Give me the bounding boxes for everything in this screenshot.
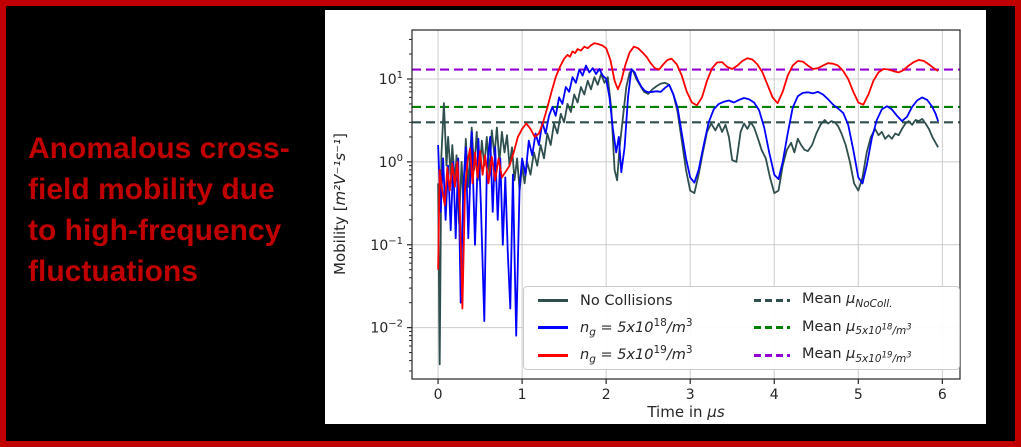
y-tick-exponent: −2: [388, 319, 403, 330]
legend-label: No Collisions: [580, 292, 673, 309]
y-tick-label: 10−2: [370, 319, 403, 337]
legend-line-no-collisions: [538, 299, 568, 303]
x-tick-label: 0: [434, 387, 443, 403]
x-tick-label: 4: [770, 387, 779, 403]
y-axis-label-text: Mobility [: [331, 205, 349, 275]
chart-legend: No Collisions ng = 5x1018/m3 ng = 5x1019…: [523, 286, 960, 370]
y-axis-label: Mobility [m²V⁻¹s⁻¹]: [331, 133, 349, 275]
legend-label: ng = 5x1019/m3: [580, 344, 693, 367]
y-tick-label: 10−1: [370, 236, 403, 254]
legend-column-series: No Collisions ng = 5x1018/m3 ng = 5x1019…: [524, 287, 740, 369]
y-tick-exponent: 1: [397, 70, 403, 81]
legend-dash-mean-5e19: [754, 353, 790, 357]
y-tick-base: 10: [379, 155, 397, 171]
legend-dash-mean-nocoll: [754, 299, 790, 303]
x-tick-label: 6: [938, 387, 947, 403]
y-tick-label: 101: [379, 70, 403, 88]
y-tick-exponent: −1: [388, 236, 403, 247]
annotation-line: to high-frequency: [28, 214, 282, 247]
x-tick-label: 1: [518, 387, 527, 403]
slide-annotation: Anomalous cross- field mobility due to h…: [28, 128, 324, 292]
legend-dash-mean-5e18: [754, 326, 790, 330]
annotation-line: fluctuations: [28, 255, 198, 288]
annotation-line: Anomalous cross-: [28, 132, 290, 165]
x-tick-label: 3: [686, 387, 695, 403]
legend-item-no-collisions: No Collisions: [524, 287, 740, 314]
series-path-n-g-5x10-18-m-3: [437, 64, 939, 337]
y-tick-exponent: 0: [397, 153, 403, 164]
legend-item-mean-nocoll: Mean μNoColl.: [740, 287, 959, 314]
legend-label: Mean μ5x1018/m3: [802, 318, 912, 338]
x-tick-label: 2: [602, 387, 611, 403]
y-tick-base: 10: [370, 321, 388, 337]
legend-line-ng-5e18: [538, 326, 568, 330]
legend-item-mean-5e18: Mean μ5x1018/m3: [740, 314, 959, 341]
axes-spines: [411, 29, 961, 380]
legend-label: Mean μNoColl.: [802, 291, 893, 311]
y-axis-label-math: m²V⁻¹s⁻¹: [331, 139, 349, 206]
legend-item-mean-5e19: Mean μ5x1019/m3: [740, 342, 959, 369]
legend-column-means: Mean μNoColl. Mean μ5x1018/m3 Mean μ5x10…: [740, 287, 959, 369]
x-tick-label: 5: [854, 387, 863, 403]
legend-line-ng-5e19: [538, 353, 568, 357]
plot-panel: 0 1 2 3 4 5 6 101 100 10−1 10−2 Time in μs Mobility …: [325, 10, 986, 424]
series-path-n-g-5x10-19-m-3: [437, 42, 939, 310]
x-axis-label-math: μs: [706, 403, 725, 421]
series-path-no-collisions: [437, 69, 939, 366]
legend-label: Mean μ5x1019/m3: [802, 345, 912, 365]
y-tick-base: 10: [370, 238, 388, 254]
y-axis-label-close: ]: [331, 133, 349, 139]
y-tick-base: 10: [379, 72, 397, 88]
y-tick-label: 100: [379, 153, 403, 171]
legend-label: ng = 5x1018/m3: [580, 317, 693, 339]
x-axis-label-text: Time in: [646, 403, 707, 421]
legend-item-ng-5e19: ng = 5x1019/m3: [524, 342, 740, 369]
legend-item-ng-5e18: ng = 5x1018/m3: [524, 314, 740, 341]
x-axis-label: Time in μs: [646, 403, 724, 421]
annotation-line: field mobility due: [28, 173, 275, 206]
